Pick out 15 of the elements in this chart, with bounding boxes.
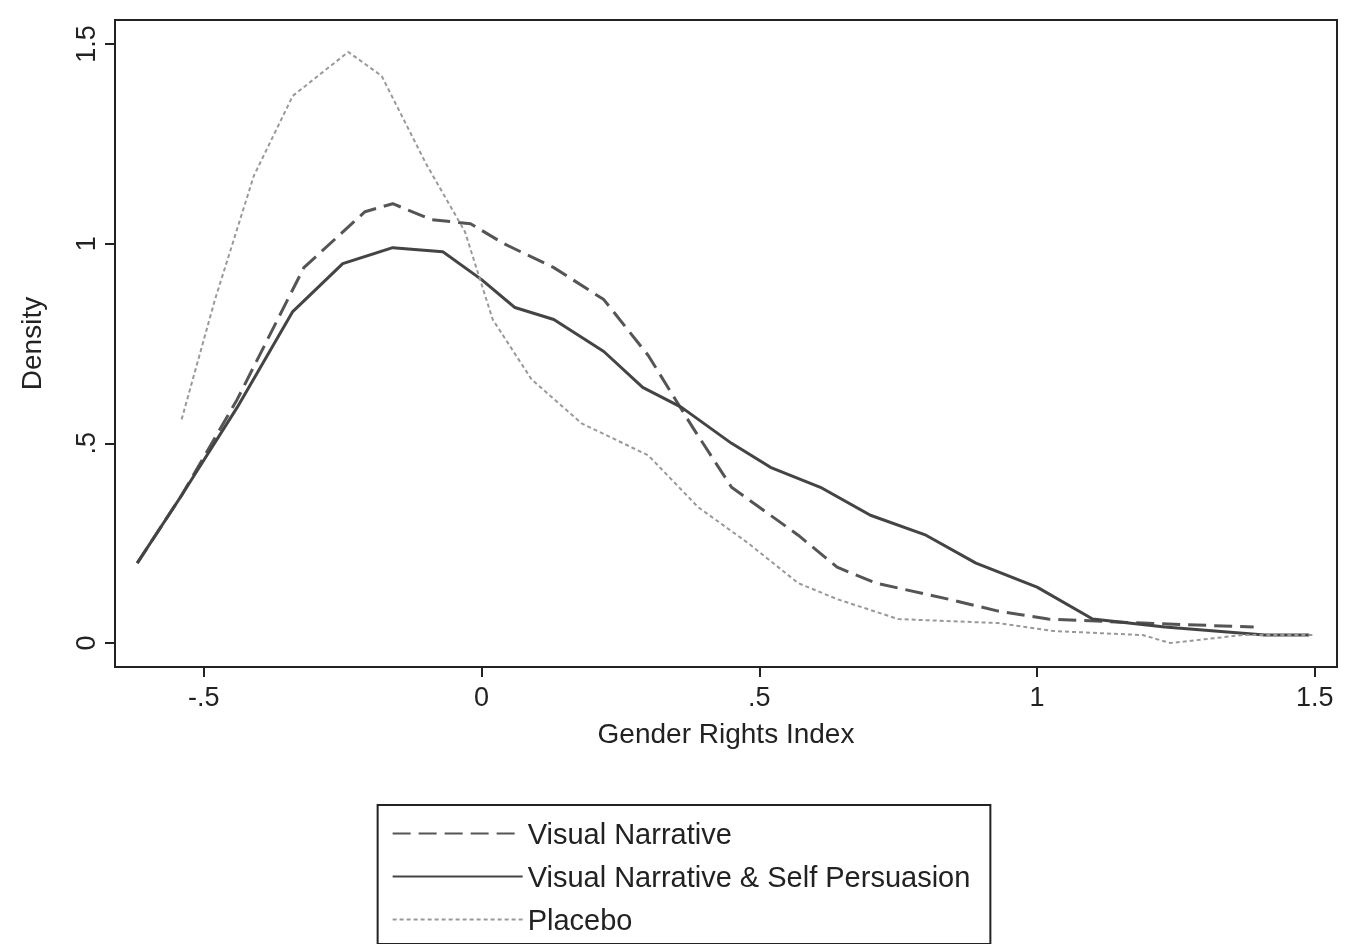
y-tick-label: 0 [70,635,101,651]
x-tick-label: 1.5 [1296,681,1334,712]
x-tick-label: .5 [748,681,771,712]
x-axis-title: Gender Rights Index [597,717,855,749]
legend-label: Visual Narrative & Self Persuasion [527,860,971,893]
line-series [135,246,1311,637]
x-tick-label: 0 [474,681,490,712]
y-axis-title: Density [15,296,47,391]
y-tick-label: 1 [70,236,101,252]
y-tick-label: 1.5 [70,25,101,63]
x-tick-label: -.5 [188,681,220,712]
legend-label: Placebo [527,903,633,936]
x-tick-label: 1 [1029,681,1045,712]
legend-label: Visual Narrative [527,817,732,850]
y-tick-label: .5 [70,432,101,455]
